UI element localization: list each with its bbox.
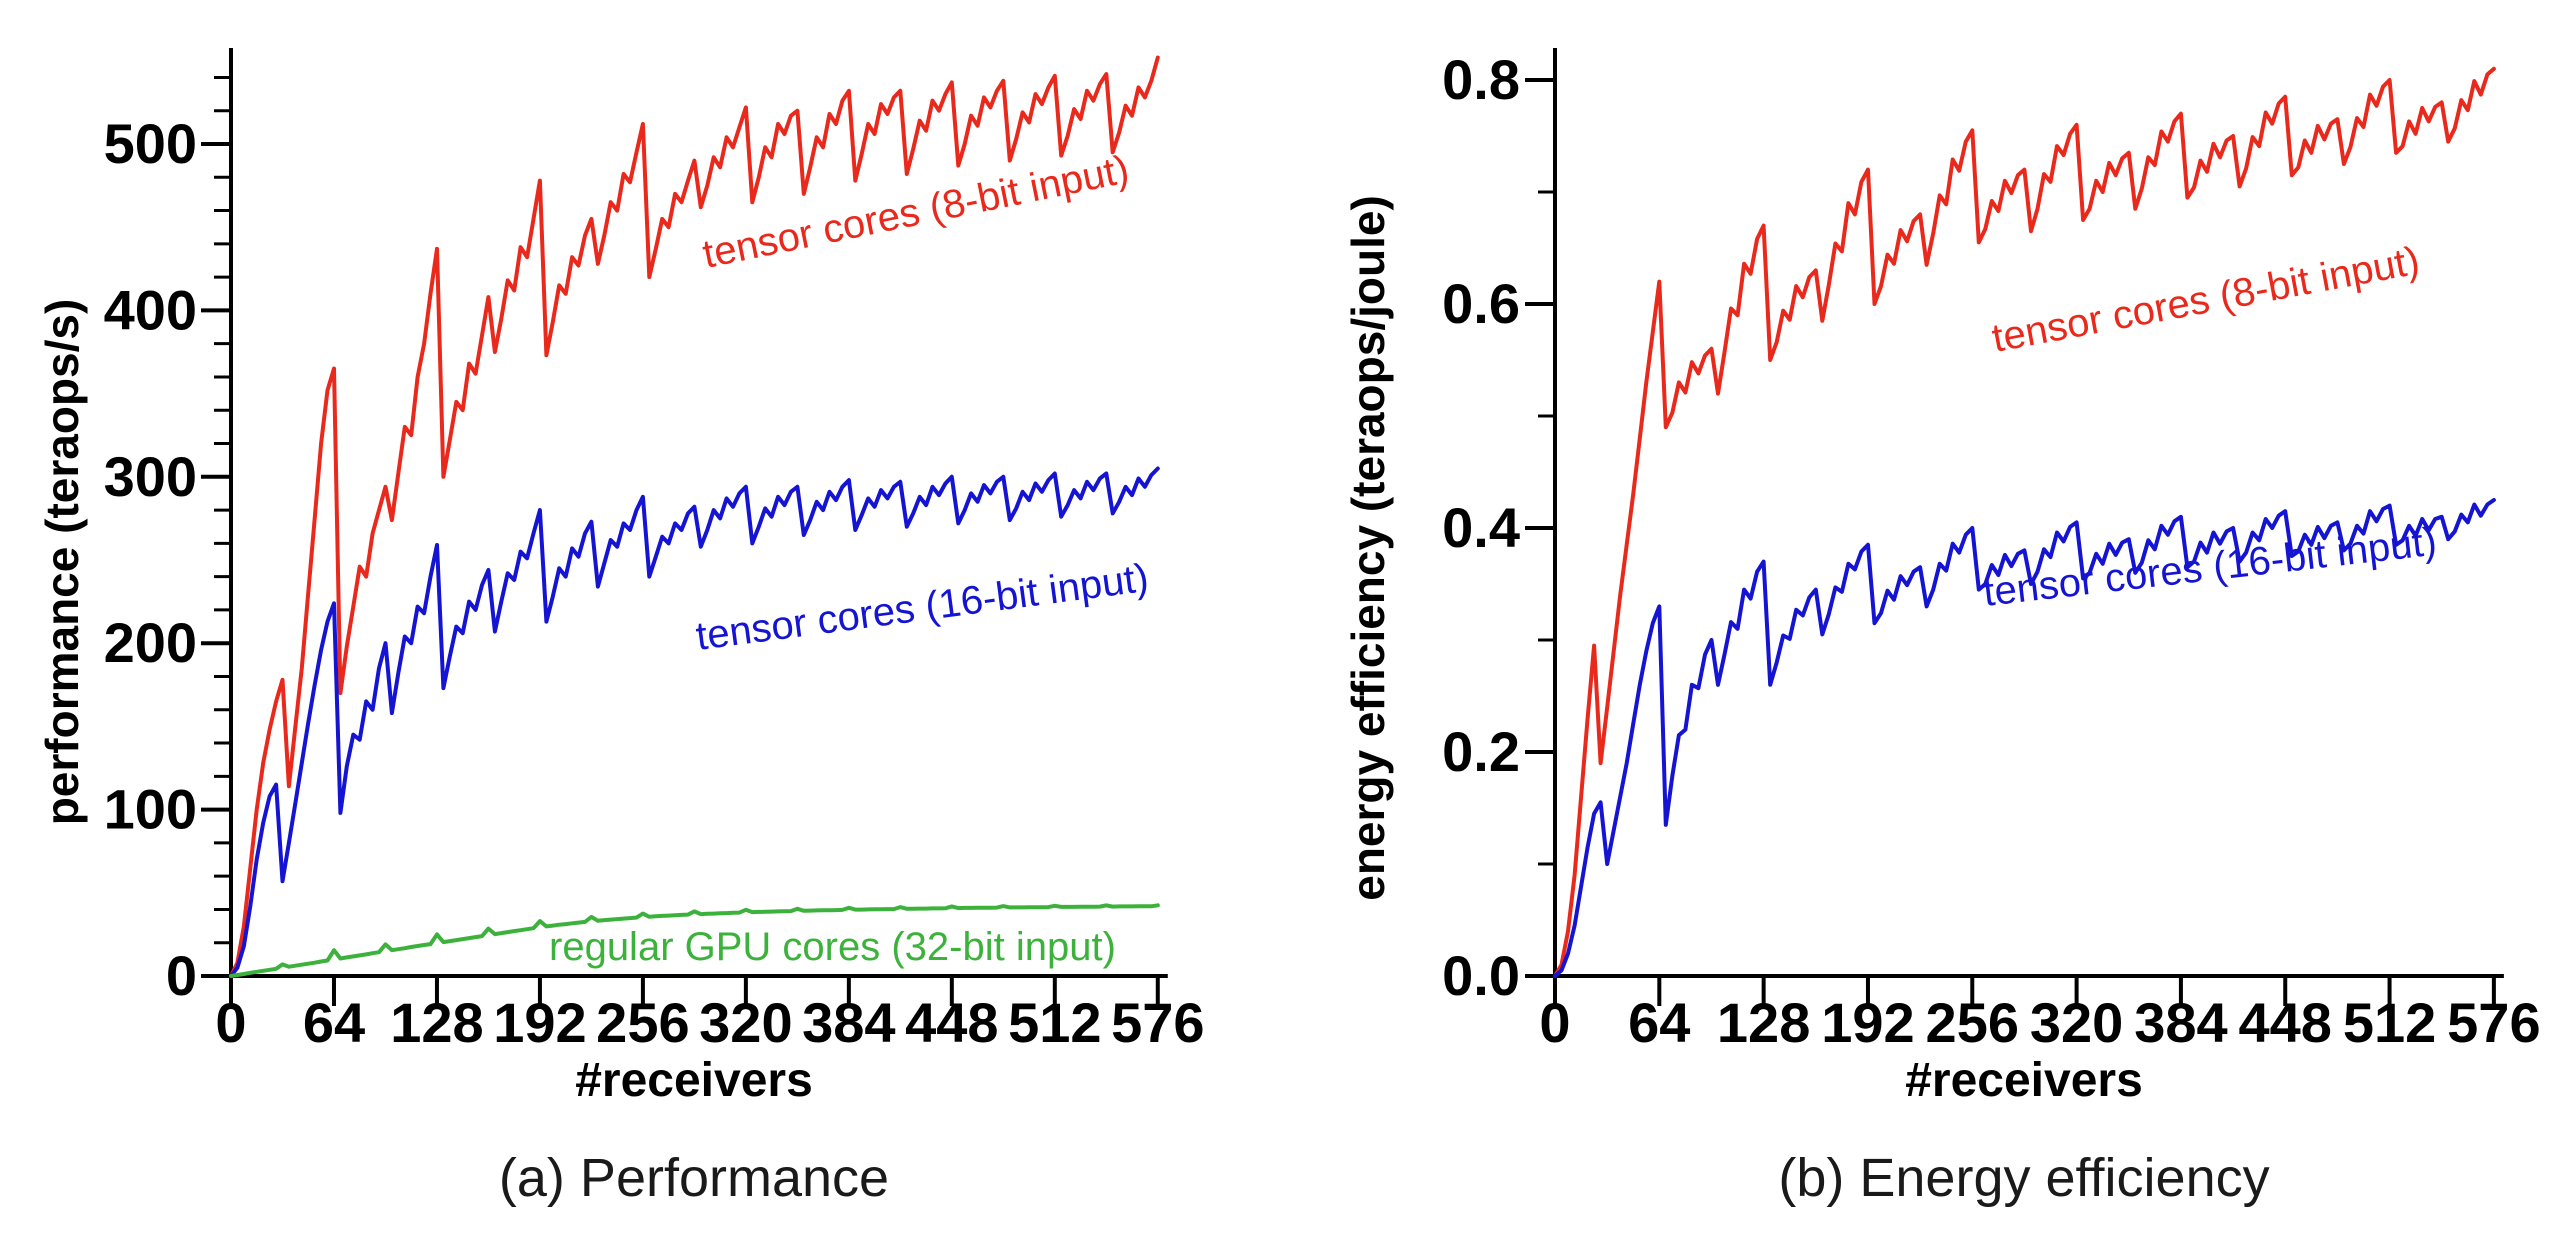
x-tick-label: 0 <box>215 991 246 1054</box>
x-tick-label: 512 <box>1008 991 1101 1054</box>
x-tick-label: 192 <box>1821 991 1914 1054</box>
y-tick-label: 300 <box>104 445 197 508</box>
x-tick-label: 256 <box>1926 991 2019 1054</box>
y-tick-label: 0.8 <box>1442 48 1520 111</box>
x-tick-label: 576 <box>1111 991 1204 1054</box>
series-line <box>1553 498 2496 978</box>
x-tick-label: 256 <box>596 991 689 1054</box>
x-tick-label: 384 <box>802 991 895 1054</box>
y-tick-label: 0.6 <box>1442 272 1520 335</box>
performance-32bit-series-label: regular GPU cores (32-bit input) <box>549 925 1116 969</box>
energy-x-axis-title: #receivers <box>1905 1054 2143 1107</box>
y-tick-label: 200 <box>104 611 197 674</box>
energy-efficiency-chart: 0.0 0.2 0.4 0.6 0.8 0 64 128 192 256 320 384 448 512 5… <box>1342 48 2541 1208</box>
energy-axes-and-series: 0.0 0.2 0.4 0.6 0.8 0 64 128 192 256 320 384 448 512 5… <box>1442 48 2541 1054</box>
x-tick-label: 576 <box>2447 991 2540 1054</box>
series-line <box>229 55 1160 978</box>
y-tick-label: 0.0 <box>1442 944 1520 1007</box>
y-tick-label: 0.2 <box>1442 720 1520 783</box>
energy-8bit-series-label: tensor cores (8-bit input) <box>1989 239 2423 361</box>
x-tick-label: 448 <box>905 991 998 1054</box>
energy-caption: (b) Energy efficiency <box>1778 1148 2269 1208</box>
performance-chart: 0 100 200 300 400 500 0 64 128 192 256 320 384 448 512… <box>36 48 1205 1208</box>
x-tick-label: 128 <box>1717 991 1810 1054</box>
performance-caption: (a) Performance <box>499 1148 889 1208</box>
series-line <box>229 466 1160 978</box>
x-tick-label: 0 <box>1539 991 1570 1054</box>
series-line <box>1553 66 2496 978</box>
x-tick-label: 64 <box>1628 991 1690 1054</box>
x-tick-label: 320 <box>2030 991 2123 1054</box>
performance-8bit-series-label: tensor cores (8-bit input) <box>699 147 1133 277</box>
energy-16bit-series-label: tensor cores (16-bit input) <box>1981 520 2439 615</box>
x-tick-label: 512 <box>2343 991 2436 1054</box>
energy-y-axis-title: energy efficiency (teraops/joule) <box>1342 195 1394 901</box>
performance-x-axis-title: #receivers <box>575 1054 813 1107</box>
series-line <box>229 903 1160 978</box>
y-tick-label: 500 <box>104 112 197 175</box>
x-tick-label: 448 <box>2239 991 2332 1054</box>
y-tick-label: 0.4 <box>1442 496 1520 559</box>
performance-16bit-series-label: tensor cores (16-bit input) <box>693 556 1151 659</box>
x-tick-label: 384 <box>2134 991 2227 1054</box>
x-tick-label: 128 <box>390 991 483 1054</box>
performance-y-axis-title: performance (teraops/s) <box>36 299 88 826</box>
x-tick-label: 64 <box>303 991 365 1054</box>
y-tick-label: 100 <box>104 778 197 841</box>
performance-axes-and-series: 0 100 200 300 400 500 0 64 128 192 256 320 384 448 512… <box>104 48 1205 1054</box>
y-tick-label: 0 <box>166 944 197 1007</box>
x-tick-label: 320 <box>699 991 792 1054</box>
y-tick-label: 400 <box>104 278 197 341</box>
x-tick-label: 192 <box>493 991 586 1054</box>
